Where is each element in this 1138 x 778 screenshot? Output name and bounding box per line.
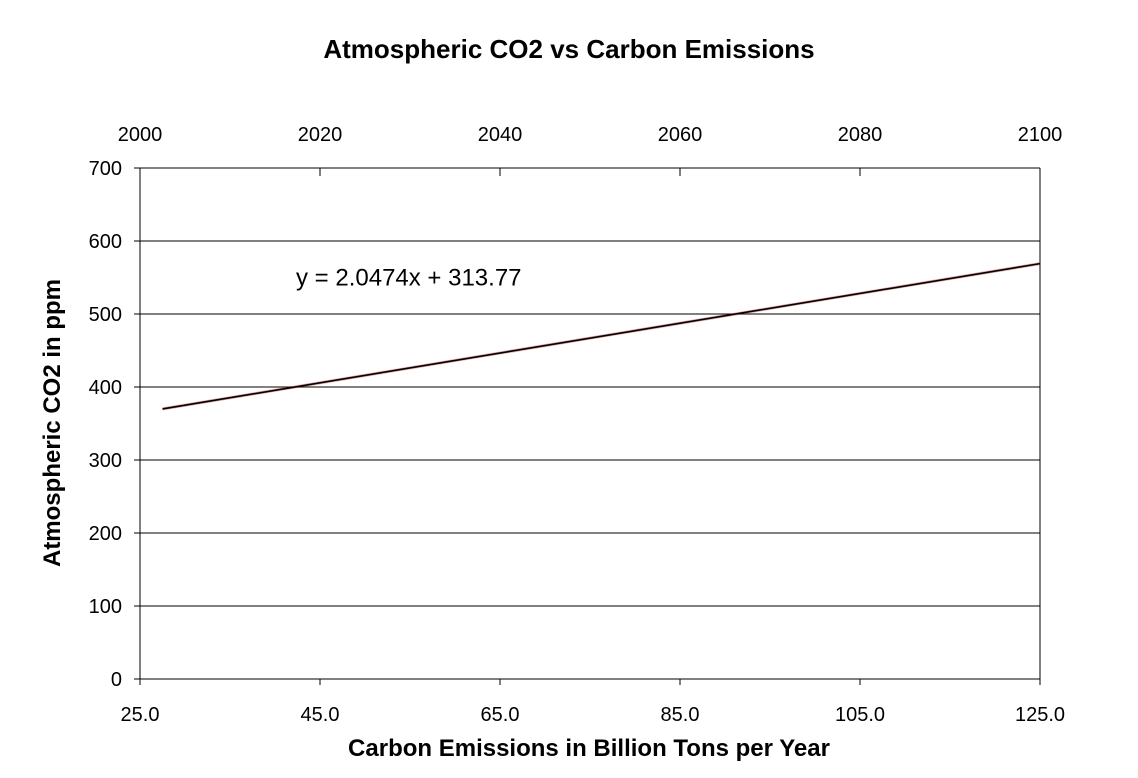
x-tick-label: 45.0 (301, 704, 340, 726)
y-tick-label: 500 (89, 304, 122, 326)
y-tick-label: 700 (89, 158, 122, 180)
top-x-tick-label: 2000 (118, 124, 163, 146)
trendline-equation-label: y = 2.0474x + 313.77 (296, 265, 522, 292)
x-tick-label: 105.0 (835, 704, 885, 726)
x-axis-title: Carbon Emissions in Billion Tons per Yea… (348, 735, 830, 762)
x-tick-label: 65.0 (481, 704, 520, 726)
y-tick-label: 400 (89, 377, 122, 399)
top-x-tick-label: 2040 (478, 124, 523, 146)
y-axis-title: Atmospheric CO2 in ppm (39, 279, 66, 567)
top-x-tick-label: 2020 (298, 124, 343, 146)
annotations: y = 2.0474x + 313.77 (296, 265, 522, 292)
top-x-tick-label: 2080 (838, 124, 883, 146)
y-tick-label: 300 (89, 450, 122, 472)
tick-labels: 0 100 200 300 400 500 600 700 25.0 45.0 65.0 85.0 10… (89, 124, 1065, 726)
top-x-tick-label: 2060 (658, 124, 703, 146)
x-tick-label: 125.0 (1015, 704, 1065, 726)
x-tick-label: 85.0 (661, 704, 700, 726)
series-line (162, 262, 1041, 410)
y-tick-label: 0 (111, 669, 122, 691)
series (162, 262, 1041, 411)
x-tick-label: 25.0 (121, 704, 160, 726)
y-tick-label: 600 (89, 231, 122, 253)
axes (134, 167, 1041, 685)
y-tick-label: 100 (89, 596, 122, 618)
grid-lines (140, 167, 1040, 607)
top-x-tick-label: 2100 (1018, 124, 1063, 146)
chart-title: Atmospheric CO2 vs Carbon Emissions (323, 34, 814, 64)
y-tick-label: 200 (89, 523, 122, 545)
